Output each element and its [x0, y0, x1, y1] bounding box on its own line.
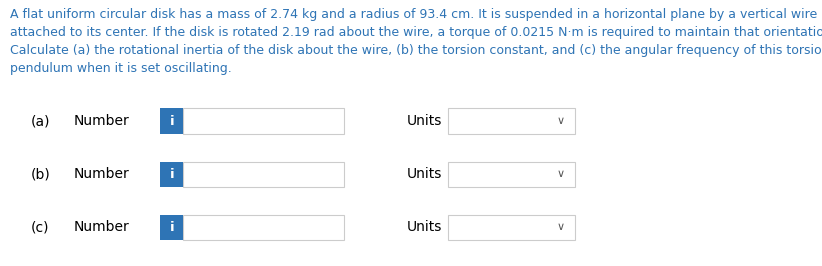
Text: ∨: ∨ — [556, 169, 565, 179]
Text: Units: Units — [407, 114, 442, 128]
Text: i: i — [169, 221, 174, 234]
FancyBboxPatch shape — [160, 215, 183, 240]
Text: Units: Units — [407, 221, 442, 234]
FancyBboxPatch shape — [183, 215, 344, 240]
Text: (c): (c) — [31, 221, 50, 234]
FancyBboxPatch shape — [448, 109, 575, 134]
FancyBboxPatch shape — [183, 162, 344, 187]
Text: i: i — [169, 115, 174, 127]
Text: Number: Number — [74, 167, 130, 181]
FancyBboxPatch shape — [160, 162, 183, 187]
Text: ∨: ∨ — [556, 116, 565, 126]
FancyBboxPatch shape — [448, 215, 575, 240]
Text: ∨: ∨ — [556, 222, 565, 232]
Text: Number: Number — [74, 114, 130, 128]
Text: (a): (a) — [31, 114, 51, 128]
Text: Units: Units — [407, 167, 442, 181]
FancyBboxPatch shape — [160, 109, 183, 134]
Text: Number: Number — [74, 221, 130, 234]
FancyBboxPatch shape — [448, 162, 575, 187]
Text: A flat uniform circular disk has a mass of 2.74 kg and a radius of 93.4 cm. It i: A flat uniform circular disk has a mass … — [10, 8, 822, 75]
Text: i: i — [169, 168, 174, 181]
FancyBboxPatch shape — [183, 109, 344, 134]
Text: (b): (b) — [31, 167, 51, 181]
